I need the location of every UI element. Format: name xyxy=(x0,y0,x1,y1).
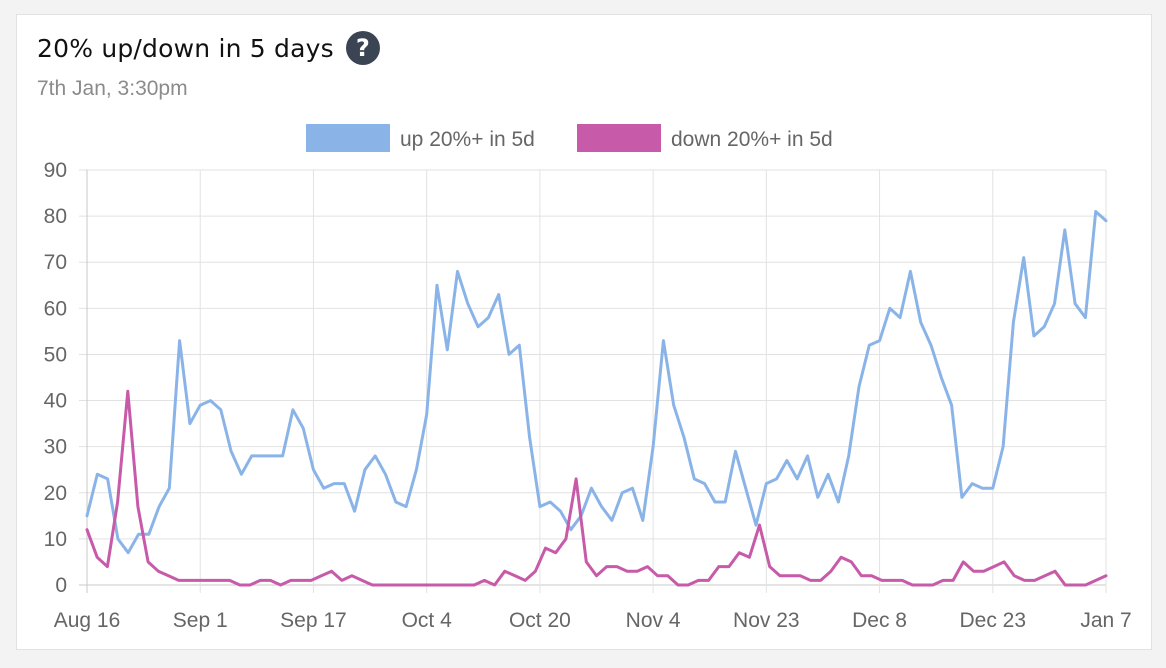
card-subtitle: 7th Jan, 3:30pm xyxy=(37,77,188,100)
y-axis-ticks: 0 10 20 30 40 50 60 70 80 90 xyxy=(44,159,67,597)
x-tick-label: Oct 20 xyxy=(509,609,571,632)
legend-swatch xyxy=(306,124,390,152)
x-tick-label: Sep 17 xyxy=(280,609,347,632)
x-tick-label: Jan 7 xyxy=(1080,609,1131,632)
y-tick-label: 10 xyxy=(44,528,67,551)
title-row: 20% up/down in 5 days ? xyxy=(37,31,380,65)
x-tick-label: Dec 23 xyxy=(960,609,1027,632)
chart-legend[interactable]: up 20%+ in 5d down 20%+ in 5d xyxy=(306,124,833,152)
card-title: 20% up/down in 5 days xyxy=(37,33,334,63)
y-tick-label: 0 xyxy=(55,574,67,597)
chart-series xyxy=(85,210,1108,587)
x-tick-label: Oct 4 xyxy=(402,609,453,632)
legend-label: up 20%+ in 5d xyxy=(400,128,535,151)
x-tick-label: Nov 4 xyxy=(626,609,681,632)
x-tick-label: Nov 23 xyxy=(733,609,800,632)
y-tick-label: 40 xyxy=(44,390,67,413)
series-line-2[interactable] xyxy=(85,389,1108,587)
question-circle-icon[interactable]: ? xyxy=(345,31,380,65)
series-line-1[interactable] xyxy=(85,210,1108,555)
x-axis-ticks: Aug 16 Sep 1 Sep 17 Oct 4 Oct 20 Nov 4 Nov 23 D… xyxy=(54,609,1132,632)
y-tick-label: 60 xyxy=(44,297,67,320)
chart-grid xyxy=(79,169,1107,593)
legend-swatch xyxy=(577,124,661,152)
x-tick-label: Dec 8 xyxy=(852,609,907,632)
legend-item-2[interactable]: down 20%+ in 5d xyxy=(577,124,833,152)
y-tick-label: 80 xyxy=(44,205,67,228)
x-tick-label: Sep 1 xyxy=(173,609,228,632)
y-tick-label: 20 xyxy=(44,482,67,505)
y-tick-label: 70 xyxy=(44,251,67,274)
y-tick-label: 50 xyxy=(44,343,67,366)
y-tick-label: 30 xyxy=(44,436,67,459)
legend-item-1[interactable]: up 20%+ in 5d xyxy=(306,124,535,152)
y-tick-label: 90 xyxy=(44,159,67,182)
legend-label: down 20%+ in 5d xyxy=(671,128,833,151)
x-tick-label: Aug 16 xyxy=(54,609,121,632)
